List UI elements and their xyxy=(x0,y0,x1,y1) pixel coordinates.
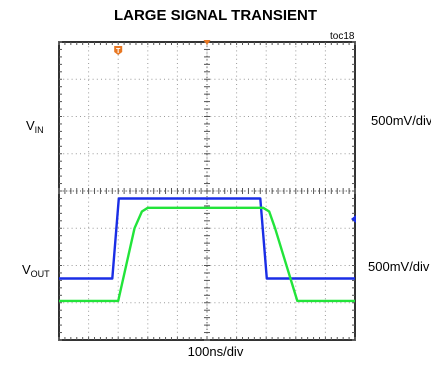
figure-tag: toc18 xyxy=(330,31,355,42)
markers: T xyxy=(114,40,356,223)
trigger-marker-icon xyxy=(114,46,123,55)
vout-label-main: V xyxy=(22,262,31,277)
chart-title: LARGE SIGNAL TRANSIENT xyxy=(113,7,318,24)
vin-label: VIN xyxy=(26,118,44,135)
vin-trace xyxy=(59,197,355,280)
traces xyxy=(59,197,355,303)
vout-label: VOUT xyxy=(22,262,50,279)
vout-trace xyxy=(59,206,355,303)
vin-label-sub: IN xyxy=(34,125,44,135)
trigger-position-icon xyxy=(203,40,211,45)
ground-reference-icon xyxy=(351,214,356,223)
trigger-marker-label: T xyxy=(116,48,121,55)
grid xyxy=(58,41,356,341)
vout-label-sub: OUT xyxy=(30,269,50,279)
vin-label-main: V xyxy=(26,118,35,133)
x-scale-label: 100ns/div xyxy=(187,344,244,359)
vin-scale-label: 500mV/div xyxy=(371,113,431,128)
vout-scale-label: 500mV/div xyxy=(368,259,430,274)
